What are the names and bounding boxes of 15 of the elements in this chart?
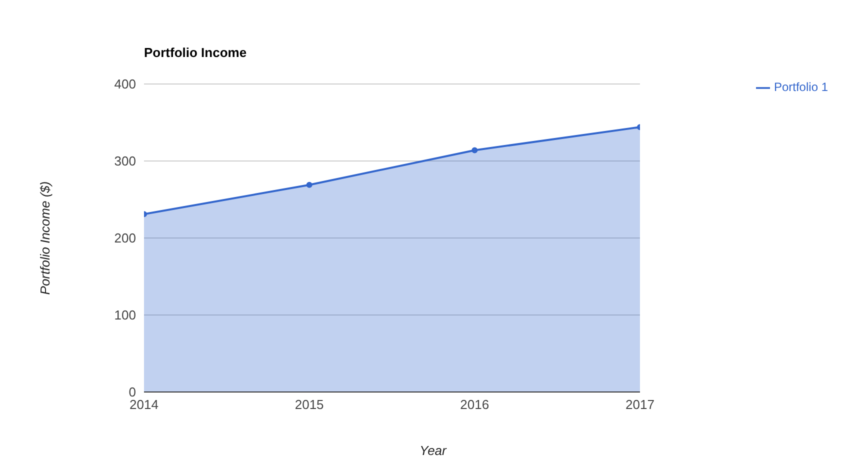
y-tick-label: 200 xyxy=(114,230,136,246)
y-tick-label: 300 xyxy=(114,154,136,169)
point xyxy=(472,147,478,154)
chart-title: Portfolio Income xyxy=(144,45,247,60)
legend-label: Portfolio 1 xyxy=(774,80,828,94)
x-tick-label: 2015 xyxy=(294,397,324,412)
y-tick-label: 100 xyxy=(114,308,136,323)
x-tick-label: 2017 xyxy=(626,397,654,412)
point xyxy=(306,182,312,188)
y-tick-label: 400 xyxy=(114,76,136,92)
x-axis-title: Year xyxy=(418,443,448,458)
y-tick-label: 0 xyxy=(128,384,136,400)
x-tick-label: 2016 xyxy=(460,397,490,412)
y-axis-title: Portfolio Income ($) xyxy=(38,181,52,295)
x-tick-label: 2014 xyxy=(130,397,158,412)
